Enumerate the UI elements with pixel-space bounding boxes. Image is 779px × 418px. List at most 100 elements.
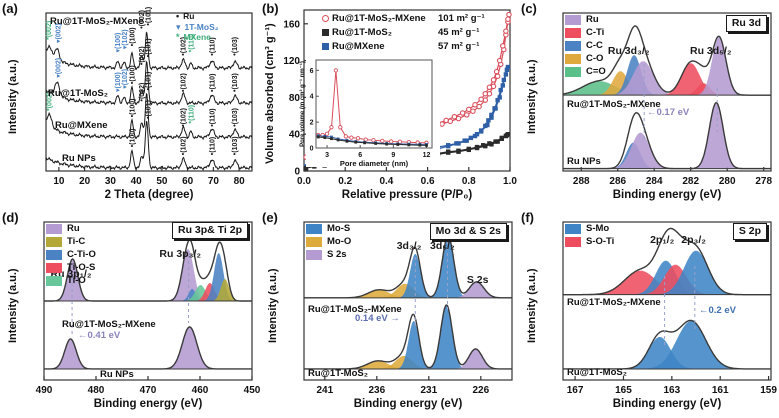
inset-x-tick-label: 9 xyxy=(391,152,395,159)
shift-annotation: ←0.2 eV xyxy=(699,305,736,316)
xps-component-0-2 xyxy=(563,264,771,295)
panel-b-isotherm: 0.0 0.2 0.4 0.6 0.8 1.0 0 40 80 120 160 3 6 9 12 0 2 4 6 Po… xyxy=(260,0,519,209)
legend-item: Ru xyxy=(46,224,96,234)
xrd-peak-label: •(110) xyxy=(209,37,216,55)
xps-legend: Ru C-Ti C-C C-O C=O xyxy=(565,15,606,77)
data-point xyxy=(451,113,458,120)
data-point xyxy=(466,106,472,113)
legend-swatch xyxy=(565,67,581,77)
xrd-peak-label: ▾(102) xyxy=(122,29,129,49)
x-tick-label: 10 xyxy=(53,176,65,187)
legend-item: S-O-Ti xyxy=(565,237,614,247)
trace-label: Ru NPs xyxy=(100,369,134,380)
legend-item: Ru xyxy=(565,15,606,25)
data-point xyxy=(483,123,488,129)
x-tick-label: 288 xyxy=(573,176,590,187)
inset-data-point xyxy=(336,138,340,142)
trace-label: Ru@1T-MoS₂-MXene xyxy=(567,99,661,110)
x-tick-label: 70 xyxy=(208,176,220,187)
trace-label: Ru NPs xyxy=(567,156,601,167)
data-point xyxy=(498,87,503,93)
isotherm-legend: Ru@1T-MoS₂-MXene 101 m² g⁻¹ Ru@1T-MoS₂ 45 … xyxy=(322,13,485,52)
inset-data-point xyxy=(374,142,378,145)
legend-item: Ti-O xyxy=(46,276,96,286)
legend-item: Ti-O-S xyxy=(46,263,96,273)
x-tick-label: 165 xyxy=(615,385,632,396)
legend-swatch xyxy=(565,15,581,25)
xrd-peak-label: •(002) xyxy=(139,83,146,102)
panel-letter: (b) xyxy=(262,1,279,16)
data-point xyxy=(500,83,505,88)
trace-label: Ru@1T-MoS₂-MXene xyxy=(50,16,144,27)
xps-legend: S-Mo S-O-Ti xyxy=(565,224,614,247)
inset-data-point xyxy=(425,144,428,147)
xrd-peak-label: •(101) xyxy=(146,7,153,26)
x-tick-label: 490 xyxy=(36,385,53,396)
xps-component-0-0 xyxy=(44,259,252,301)
legend-swatch xyxy=(306,224,322,234)
inset-data-point xyxy=(418,143,422,147)
data-point xyxy=(490,77,497,83)
panel-f-s2p-xps: 167 165 163 161 159 2p₁/₂ 2p₃/₂ (f) Binding en… xyxy=(519,209,779,418)
legend-label: C-Ti-O xyxy=(67,249,96,260)
data-point xyxy=(474,144,480,150)
inset-y-tick-label: 4 xyxy=(310,94,314,101)
xrd-peak-label: ▾(002) xyxy=(55,58,62,78)
shift-annotation: ←0.17 eV xyxy=(647,107,690,118)
legend-item: Ru@MXene 57 m² g⁻¹ xyxy=(322,41,485,52)
plot-frame xyxy=(562,221,772,381)
legend-label: Mo-S xyxy=(327,223,351,234)
legend-label: Ru@1T-MoS₂ xyxy=(332,27,392,38)
trace-label: Ru@1T-MoS₂-MXene xyxy=(567,297,661,308)
x-tick-label: 282 xyxy=(682,176,699,187)
xps-legend: Ru Ti-C C-Ti-O Ti-O-S Ti-O xyxy=(46,224,96,286)
x-tick-label: 20 xyxy=(79,176,91,187)
legend-label: C-C xyxy=(586,40,603,51)
xrd-peak-label: •(102) xyxy=(181,136,188,155)
x-tick-label: 0.4 xyxy=(379,176,393,187)
panel-e-mo3d-s2s-xps: 241 236 231 226 3d₃/₂ 3d₅/₂ S 2s (e) Binding e… xyxy=(260,209,519,418)
legend-label: S-Mo xyxy=(586,223,610,234)
data-point xyxy=(478,96,484,102)
xps-component-0-1 xyxy=(563,71,771,96)
legend-swatch xyxy=(46,250,62,260)
xps-component-0-6 xyxy=(44,279,252,301)
peak-label: 2p₁/₂ xyxy=(650,234,675,246)
data-point xyxy=(456,148,461,153)
x-tick-label: 0.8 xyxy=(462,176,476,187)
legend-swatch xyxy=(306,237,322,247)
xrd-peak-label: ▾(102) xyxy=(122,69,129,89)
circle-marker-icon xyxy=(322,15,329,22)
data-point xyxy=(495,97,500,103)
legend-item: Ru@1T-MoS₂ 45 m² g⁻¹ xyxy=(322,27,485,38)
panel-a-xrd: 10 20 30 40 50 60 70 80 *(002) ▾(002) ▾(100) ▾(102)… xyxy=(0,0,260,209)
xrd-peak-label: •(100) xyxy=(130,27,137,46)
y-tick-label: 120 xyxy=(283,56,300,67)
legend-swatch xyxy=(46,224,62,234)
shift-annotation: 0.14 eV → xyxy=(355,313,400,324)
legend-item: S-Mo xyxy=(565,224,614,234)
trace-label: Ru@1T-MoS₂-MXene xyxy=(62,319,156,330)
inset-data-point xyxy=(363,141,367,145)
inset-data-point xyxy=(407,143,411,147)
spectrum-title: Ru 3p& Ti 2p xyxy=(172,222,248,239)
data-point xyxy=(486,84,493,91)
legend-label: Ru@1T-MoS₂-MXene xyxy=(332,13,426,24)
spectrum-title: Mo 3d & S 2s xyxy=(429,223,507,240)
x-tick-label: 167 xyxy=(567,385,584,396)
xps-component-1-2 xyxy=(304,321,512,369)
x-tick-label: 286 xyxy=(609,176,626,187)
x-tick-label: 40 xyxy=(131,176,143,187)
star-marker-icon: * xyxy=(176,32,180,42)
spectrum-title: Ru 3d xyxy=(725,15,767,32)
xrd-peak-label: •(101) xyxy=(146,100,153,119)
data-point xyxy=(481,143,486,148)
legend-label: Ru xyxy=(67,223,80,234)
legend-swatch xyxy=(565,224,581,234)
xrd-legend: • Ru ▾ 1T-MoS₂ * MXene xyxy=(176,11,219,43)
xps-legend: Mo-S Mo-O S 2s xyxy=(306,224,351,260)
xrd-peak-label: •(100) xyxy=(130,65,137,84)
panel-letter: (c) xyxy=(521,1,537,16)
xps-envelope-0 xyxy=(562,25,771,96)
data-point xyxy=(492,106,497,111)
